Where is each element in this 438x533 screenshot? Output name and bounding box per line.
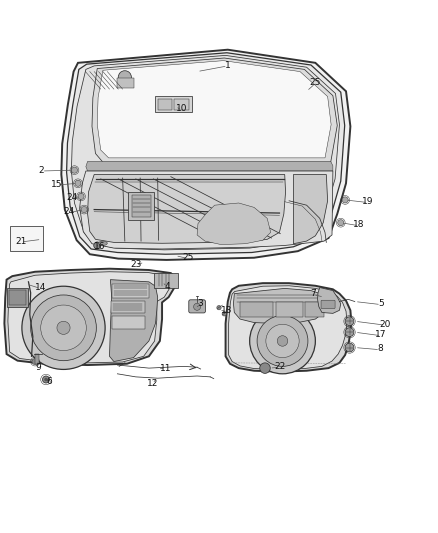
FancyBboxPatch shape xyxy=(174,99,189,110)
FancyBboxPatch shape xyxy=(111,301,145,313)
FancyBboxPatch shape xyxy=(155,96,192,112)
Polygon shape xyxy=(80,171,333,249)
Text: 20: 20 xyxy=(380,320,391,329)
Circle shape xyxy=(42,376,49,383)
FancyBboxPatch shape xyxy=(132,195,151,217)
Circle shape xyxy=(257,316,308,366)
Circle shape xyxy=(44,378,48,381)
Text: 9: 9 xyxy=(35,363,42,372)
Text: 24: 24 xyxy=(64,207,75,216)
Text: 7: 7 xyxy=(310,289,316,298)
Text: 2: 2 xyxy=(39,166,44,175)
FancyBboxPatch shape xyxy=(112,284,149,298)
Text: 6: 6 xyxy=(46,377,52,386)
Polygon shape xyxy=(67,53,345,254)
Circle shape xyxy=(338,220,344,226)
Polygon shape xyxy=(110,280,158,361)
Polygon shape xyxy=(233,288,326,324)
FancyBboxPatch shape xyxy=(112,316,145,329)
Text: 13: 13 xyxy=(221,306,233,315)
Circle shape xyxy=(31,295,96,361)
Polygon shape xyxy=(86,161,333,171)
FancyBboxPatch shape xyxy=(10,226,43,251)
Polygon shape xyxy=(61,50,350,260)
Circle shape xyxy=(81,206,87,213)
Text: 24: 24 xyxy=(67,193,78,202)
Circle shape xyxy=(32,359,38,365)
Circle shape xyxy=(345,328,354,336)
FancyBboxPatch shape xyxy=(117,78,134,88)
Polygon shape xyxy=(293,174,328,244)
Text: 10: 10 xyxy=(176,104,187,114)
Polygon shape xyxy=(197,203,271,245)
Polygon shape xyxy=(226,283,351,372)
Text: 21: 21 xyxy=(15,237,27,246)
Text: 16: 16 xyxy=(94,243,106,251)
Text: 5: 5 xyxy=(378,299,384,308)
FancyBboxPatch shape xyxy=(154,273,178,287)
FancyBboxPatch shape xyxy=(35,354,39,364)
Circle shape xyxy=(78,193,84,199)
Circle shape xyxy=(222,312,226,316)
Circle shape xyxy=(41,305,86,351)
Circle shape xyxy=(57,321,70,334)
Circle shape xyxy=(260,363,270,374)
Circle shape xyxy=(250,308,315,374)
Circle shape xyxy=(277,336,288,346)
Text: 14: 14 xyxy=(35,283,46,292)
Polygon shape xyxy=(71,55,339,250)
Circle shape xyxy=(217,305,221,310)
Circle shape xyxy=(75,180,81,187)
Text: 25: 25 xyxy=(183,253,194,262)
Circle shape xyxy=(266,324,299,358)
Circle shape xyxy=(345,343,354,352)
FancyBboxPatch shape xyxy=(240,302,273,317)
Circle shape xyxy=(94,242,101,249)
Circle shape xyxy=(71,167,78,173)
Text: 4: 4 xyxy=(165,282,170,290)
Text: 17: 17 xyxy=(375,330,387,340)
Text: 12: 12 xyxy=(147,379,158,389)
Text: 3: 3 xyxy=(198,299,204,308)
Circle shape xyxy=(342,197,348,203)
FancyBboxPatch shape xyxy=(128,192,154,220)
Polygon shape xyxy=(8,272,171,363)
Circle shape xyxy=(194,303,201,310)
Polygon shape xyxy=(229,286,347,369)
Text: 8: 8 xyxy=(377,344,383,353)
Polygon shape xyxy=(92,58,337,162)
Text: 11: 11 xyxy=(160,364,171,373)
FancyBboxPatch shape xyxy=(158,99,172,110)
Text: 23: 23 xyxy=(130,260,141,269)
FancyBboxPatch shape xyxy=(305,302,324,317)
Circle shape xyxy=(345,317,354,326)
Polygon shape xyxy=(97,61,331,158)
Circle shape xyxy=(118,71,131,84)
Text: 15: 15 xyxy=(51,180,63,189)
FancyBboxPatch shape xyxy=(9,290,26,304)
Text: 18: 18 xyxy=(353,220,365,229)
Ellipse shape xyxy=(99,241,107,246)
Text: 19: 19 xyxy=(362,197,374,206)
FancyBboxPatch shape xyxy=(7,287,28,307)
Polygon shape xyxy=(318,287,341,313)
FancyBboxPatch shape xyxy=(321,300,335,309)
Polygon shape xyxy=(4,269,175,365)
Text: 1: 1 xyxy=(225,61,231,69)
Text: 22: 22 xyxy=(275,362,286,371)
Text: 25: 25 xyxy=(310,78,321,87)
Circle shape xyxy=(22,286,105,369)
Polygon shape xyxy=(88,174,286,243)
FancyBboxPatch shape xyxy=(276,302,303,317)
FancyBboxPatch shape xyxy=(189,300,205,313)
